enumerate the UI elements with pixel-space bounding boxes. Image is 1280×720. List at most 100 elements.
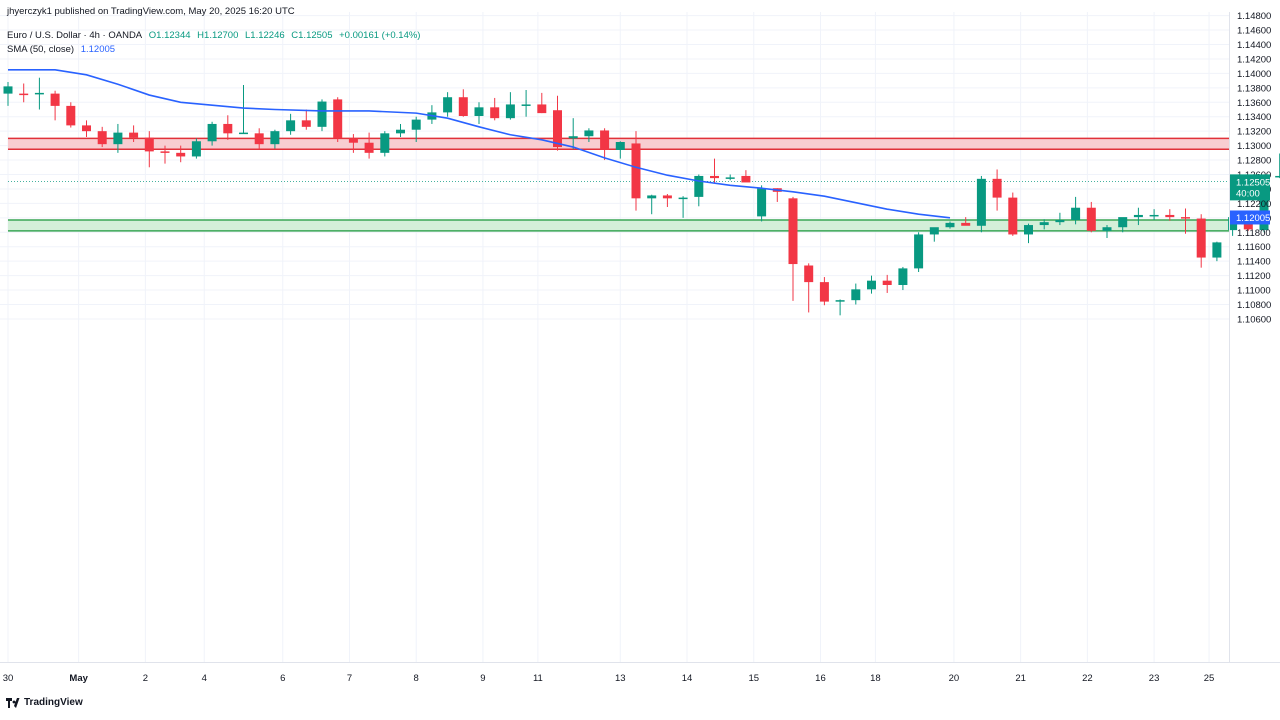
price-tick-label: 1.12800: [1237, 156, 1271, 167]
candle-up[interactable]: [1071, 196, 1081, 225]
candle-down[interactable]: [600, 128, 610, 161]
candle-down[interactable]: [631, 131, 641, 211]
candle-body: [176, 152, 186, 157]
tradingview-logo[interactable]: TradingView: [6, 697, 83, 708]
ohlc-close: C1.12505: [291, 30, 333, 41]
candle-up[interactable]: [615, 141, 625, 159]
candle-down[interactable]: [364, 132, 374, 159]
candle-down[interactable]: [160, 145, 170, 164]
candle-down[interactable]: [223, 115, 233, 140]
candle-up[interactable]: [286, 113, 296, 135]
candle-body: [396, 129, 405, 134]
candle-down[interactable]: [1165, 209, 1175, 221]
candle-up[interactable]: [1149, 209, 1159, 220]
sma-50-line[interactable]: [8, 68, 951, 219]
candle-up[interactable]: [505, 92, 515, 120]
candle-up[interactable]: [694, 174, 704, 207]
candle-up[interactable]: [239, 84, 248, 135]
candle-body: [380, 133, 390, 153]
candle-down[interactable]: [710, 158, 719, 184]
candle-down[interactable]: [144, 131, 154, 168]
candle-down[interactable]: [537, 92, 547, 114]
candle-up[interactable]: [568, 118, 578, 150]
support-zone[interactable]: [8, 220, 1229, 231]
candle-down[interactable]: [490, 97, 500, 121]
candle-up[interactable]: [191, 138, 201, 159]
candle-down[interactable]: [82, 120, 91, 137]
candle-up[interactable]: [396, 123, 405, 137]
candle-up[interactable]: [914, 232, 924, 272]
candle-down[interactable]: [301, 109, 311, 130]
time-tick-label: May: [69, 673, 88, 684]
candle-up[interactable]: [270, 129, 280, 149]
candle-up[interactable]: [317, 99, 327, 132]
candle-up[interactable]: [443, 92, 453, 117]
candle-down[interactable]: [992, 169, 1002, 211]
candle-down[interactable]: [129, 125, 139, 142]
time-axis[interactable]: 30 May 2 4 6 7 8 9 11 13 14 15 16 18 20 21 22 23 25: [3, 673, 1215, 684]
candle-down[interactable]: [804, 263, 814, 313]
candle-down[interactable]: [662, 194, 672, 207]
candle-down[interactable]: [348, 134, 358, 153]
candle-down[interactable]: [741, 170, 751, 183]
candle-up[interactable]: [945, 221, 955, 229]
candle-down[interactable]: [50, 90, 60, 121]
candle-up[interactable]: [647, 194, 657, 215]
candle-down[interactable]: [97, 126, 107, 148]
candle-up[interactable]: [521, 90, 531, 117]
candle-up[interactable]: [380, 131, 390, 157]
candle-up[interactable]: [1133, 207, 1143, 226]
candle-down[interactable]: [458, 89, 468, 117]
candle-down[interactable]: [19, 83, 29, 103]
candle-up[interactable]: [1039, 219, 1049, 230]
candle-up[interactable]: [3, 82, 13, 106]
candle-up[interactable]: [851, 283, 861, 305]
candle-up[interactable]: [976, 175, 986, 233]
candle-up[interactable]: [1024, 223, 1033, 244]
candle-up[interactable]: [898, 266, 908, 291]
candle-up[interactable]: [678, 196, 688, 218]
candle-up[interactable]: [1118, 217, 1128, 233]
candle-up[interactable]: [474, 102, 484, 124]
candle-up[interactable]: [1212, 241, 1222, 262]
candle-down[interactable]: [1196, 214, 1206, 268]
candle-body: [1055, 220, 1065, 223]
candle-down[interactable]: [333, 97, 343, 142]
candle-down[interactable]: [1008, 192, 1018, 236]
candle-up[interactable]: [1275, 153, 1280, 179]
candle-body: [725, 177, 735, 179]
candle-up[interactable]: [725, 174, 735, 181]
candle-down[interactable]: [961, 217, 971, 226]
candle-down[interactable]: [66, 102, 76, 128]
candle-up[interactable]: [1055, 212, 1065, 226]
price-tick-label: 1.12200: [1237, 199, 1271, 210]
candle-up[interactable]: [929, 227, 939, 242]
price-zones: [8, 137, 1229, 232]
candles[interactable]: [3, 77, 1280, 316]
candle-up[interactable]: [867, 275, 876, 294]
candle-up[interactable]: [584, 128, 594, 142]
candle-up[interactable]: [113, 123, 123, 153]
candle-down[interactable]: [1181, 208, 1190, 234]
candle-down[interactable]: [882, 274, 892, 293]
candle-body: [819, 282, 829, 302]
candle-up[interactable]: [757, 185, 767, 222]
candle-up[interactable]: [411, 116, 421, 142]
time-tick-label: 15: [748, 673, 759, 684]
candle-up[interactable]: [207, 121, 217, 146]
candle-down[interactable]: [1086, 201, 1096, 233]
candle-down[interactable]: [176, 145, 186, 163]
candle-down[interactable]: [254, 128, 264, 150]
candle-up[interactable]: [34, 77, 44, 110]
candle-body: [788, 198, 798, 265]
candle-down[interactable]: [553, 95, 562, 151]
candle-up[interactable]: [1102, 225, 1112, 239]
candle-up[interactable]: [835, 299, 845, 316]
candle-down[interactable]: [819, 277, 829, 306]
candle-body: [1024, 225, 1033, 235]
price-axis[interactable]: 1.14800 1.14600 1.14400 1.14200 1.14000 1.138…: [1237, 11, 1271, 325]
indicator-label[interactable]: SMA (50, close): [7, 44, 75, 55]
symbol-name[interactable]: Euro / U.S. Dollar · 4h · OANDA: [7, 30, 143, 41]
candle-down[interactable]: [788, 196, 798, 301]
